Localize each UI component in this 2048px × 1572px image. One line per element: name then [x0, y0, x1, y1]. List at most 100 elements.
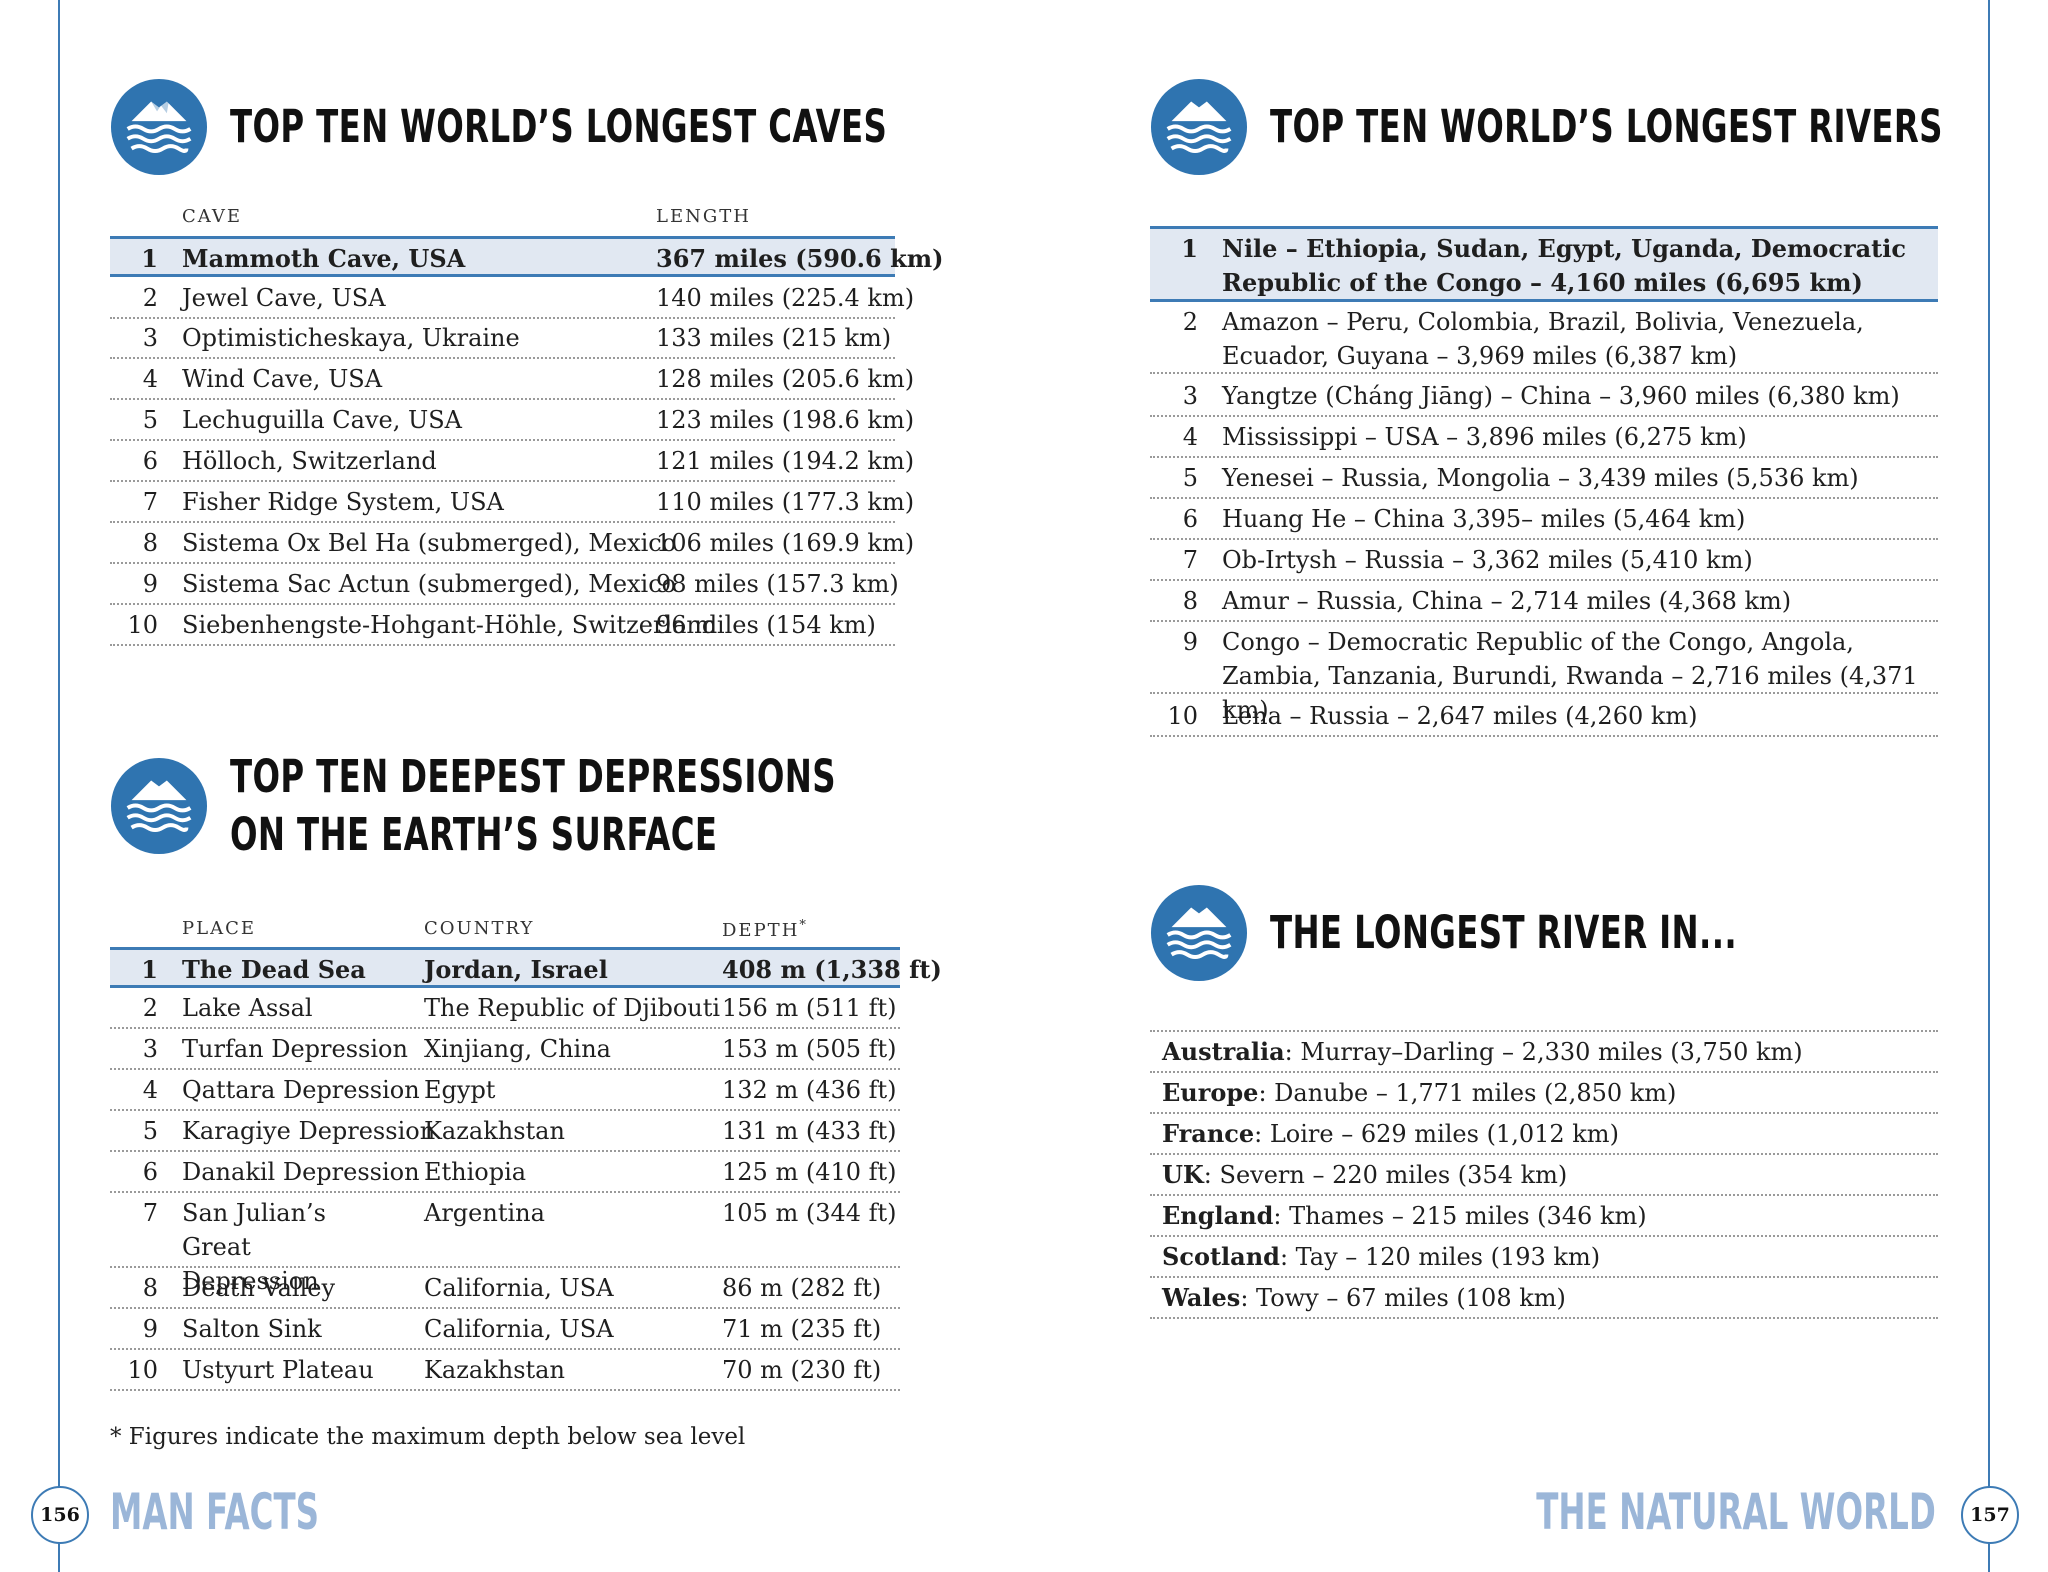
cave-length: 140 miles (225.4 km) [656, 284, 915, 312]
table-row: 1 Nile – Ethiopia, Sudan, Egypt, Uganda, … [1150, 226, 1938, 302]
list-item: Europe: Danube – 1,771 miles (2,850 km) [1150, 1073, 1938, 1114]
list-item: UK: Severn – 220 miles (354 km) [1150, 1155, 1938, 1196]
cave-name: Mammoth Cave, USA [182, 244, 466, 273]
depressions-col-place: PLACE [182, 918, 256, 939]
mountain-wave-icon [1150, 78, 1248, 176]
rank-number: 7 [142, 1199, 158, 1227]
region-name: France [1162, 1119, 1255, 1148]
cave-name: Fisher Ridge System, USA [182, 488, 504, 516]
table-row: 2 Jewel Cave, USA 140 miles (225.4 km) [110, 278, 914, 319]
country-name: Ethiopia [424, 1158, 527, 1186]
caves-table: CAVE LENGTH 1 Mammoth Cave, USA 367 miles … [110, 200, 943, 650]
rank-number: 2 [142, 994, 158, 1022]
river-entry: Lena – Russia – 2,647 miles (4,260 km) [1222, 702, 1698, 730]
region-river: : Danube – 1,771 miles (2,850 km) [1258, 1079, 1677, 1107]
table-row: 5 Lechuguilla Cave, USA 123 miles (198.6 k… [110, 400, 914, 441]
country-name: California, USA [424, 1315, 614, 1343]
cave-name: Hölloch, Switzerland [182, 447, 437, 475]
table-row: 2 Amazon – Peru, Colombia, Brazil, Bolivi… [1150, 302, 1938, 374]
right-page-edge [1988, 0, 1990, 1572]
mountain-wave-icon [110, 757, 208, 855]
region-entry: France: Loire – 629 miles (1,012 km) [1162, 1117, 1619, 1151]
table-row: 10 Lena – Russia – 2,647 miles (4,260 km) [1150, 696, 1938, 737]
table-row: 4 Wind Cave, USA 128 miles (205.6 km) [110, 359, 914, 400]
river-entry: Amazon – Peru, Colombia, Brazil, Bolivia… [1222, 308, 1864, 370]
region-river: : Severn – 220 miles (354 km) [1203, 1161, 1568, 1189]
country-name: Argentina [424, 1199, 545, 1227]
table-row: 8 Amur – Russia, China – 2,714 miles (4,3… [1150, 581, 1938, 622]
table-row: 2 Lake Assal The Republic of Djibouti 156 m… [110, 988, 900, 1029]
list-item: Australia: Murray–Darling – 2,330 miles … [1150, 1032, 1938, 1073]
left-page-number: 156 [31, 1486, 89, 1544]
river-entry: Ob-Irtysh – Russia – 3,362 miles (5,410 … [1222, 546, 1753, 574]
place-name: Lake Assal [182, 994, 313, 1022]
cave-name: Wind Cave, USA [182, 365, 383, 393]
country-name: California, USA [424, 1274, 614, 1302]
region-entry: Europe: Danube – 1,771 miles (2,850 km) [1162, 1076, 1676, 1110]
rivers-heading: TOP TEN WORLD’S LONGEST RIVERS [1150, 78, 2048, 176]
rivers-table: 1 Nile – Ethiopia, Sudan, Egypt, Uganda, … [1150, 226, 1938, 746]
region-entry: Australia: Murray–Darling – 2,330 miles … [1162, 1035, 1803, 1069]
place-name: Ustyurt Plateau [182, 1356, 374, 1384]
left-running-title: MAN FACTS [110, 1483, 320, 1541]
right-page-number: 157 [1961, 1486, 2019, 1544]
cave-length: 128 miles (205.6 km) [656, 365, 915, 393]
depressions-title-line2: ON THE EARTH’S SURFACE [230, 808, 718, 861]
country-name: Egypt [424, 1076, 496, 1104]
cave-name: Lechuguilla Cave, USA [182, 406, 462, 434]
table-row: 7 Fisher Ridge System, USA 110 miles (177.… [110, 482, 914, 523]
rank-number: 7 [142, 488, 158, 516]
rank-number: 7 [1182, 546, 1198, 574]
region-name: England [1162, 1201, 1274, 1230]
longest-in-heading: THE LONGEST RIVER IN... [1150, 884, 1919, 982]
rank-number: 10 [127, 611, 158, 639]
table-row: 9 Sistema Sac Actun (submerged), Mexico 98… [110, 564, 899, 605]
rank-number: 3 [1182, 382, 1198, 410]
mountain-wave-icon [110, 78, 208, 176]
table-row: 5 Yenesei – Russia, Mongolia – 3,439 mile… [1150, 458, 1938, 499]
depth-marker: * [799, 918, 808, 933]
region-river: : Thames – 215 miles (346 km) [1273, 1202, 1647, 1230]
place-name: Qattara Depression [182, 1076, 420, 1104]
table-row: 9 Salton Sink California, USA 71 m (235 ft) [110, 1309, 900, 1350]
rank-number: 10 [1167, 702, 1198, 730]
rank-number: 4 [1182, 423, 1198, 451]
rank-number: 3 [142, 324, 158, 352]
cave-length: 123 miles (198.6 km) [656, 406, 915, 434]
table-row: 3 Optimisticheskaya, Ukraine 133 miles (21… [110, 318, 895, 359]
caves-title: TOP TEN WORLD’S LONGEST CAVES [230, 100, 888, 153]
table-row: 6 Huang He – China 3,395– miles (5,464 km… [1150, 499, 1938, 540]
place-name: San Julian’s Great Depression [182, 1199, 326, 1295]
table-row: 1 The Dead Sea Jordan, Israel 408 m (1,338 … [110, 947, 942, 988]
cave-name: Sistema Sac Actun (submerged), Mexico [182, 570, 677, 598]
rank-number: 6 [142, 447, 158, 475]
region-entry: England: Thames – 215 miles (346 km) [1162, 1199, 1647, 1233]
rank-number: 1 [1181, 234, 1198, 263]
place-name: Death Valley [182, 1274, 336, 1302]
cave-name: Siebenhengste-Hohgant-Höhle, Switzerland [182, 611, 718, 639]
depth-value: 125 m (410 ft) [722, 1158, 897, 1186]
table-row: 6 Hölloch, Switzerland 121 miles (194.2 km… [110, 441, 914, 482]
place-name: Karagiye Depression [182, 1117, 436, 1145]
country-name: The Republic of Djibouti [424, 994, 721, 1022]
region-entry: UK: Severn – 220 miles (354 km) [1162, 1158, 1567, 1192]
country-name: Xinjiang, China [424, 1035, 611, 1063]
list-item: Wales: Towy – 67 miles (108 km) [1150, 1278, 1938, 1319]
depth-value: 408 m (1,338 ft) [722, 955, 942, 984]
country-name: Kazakhstan [424, 1356, 565, 1384]
rank-number: 4 [142, 365, 158, 393]
rank-number: 8 [142, 529, 158, 557]
region-river: : Towy – 67 miles (108 km) [1240, 1284, 1566, 1312]
cave-length: 106 miles (169.9 km) [656, 529, 915, 557]
rank-number: 1 [141, 244, 158, 273]
table-row: 4 Qattara Depression Egypt 132 m (436 ft) [110, 1070, 900, 1111]
mountain-wave-icon [1150, 884, 1248, 982]
rank-number: 9 [1182, 628, 1198, 656]
rank-number: 2 [142, 284, 158, 312]
place-name: The Dead Sea [182, 955, 366, 984]
table-row: 10 Siebenhengste-Hohgant-Höhle, Switzerla… [110, 605, 895, 646]
rank-number: 10 [127, 1356, 158, 1384]
cave-length: 121 miles (194.2 km) [656, 447, 915, 475]
cave-name: Jewel Cave, USA [182, 284, 386, 312]
cave-length: 133 miles (215 km) [656, 324, 892, 352]
